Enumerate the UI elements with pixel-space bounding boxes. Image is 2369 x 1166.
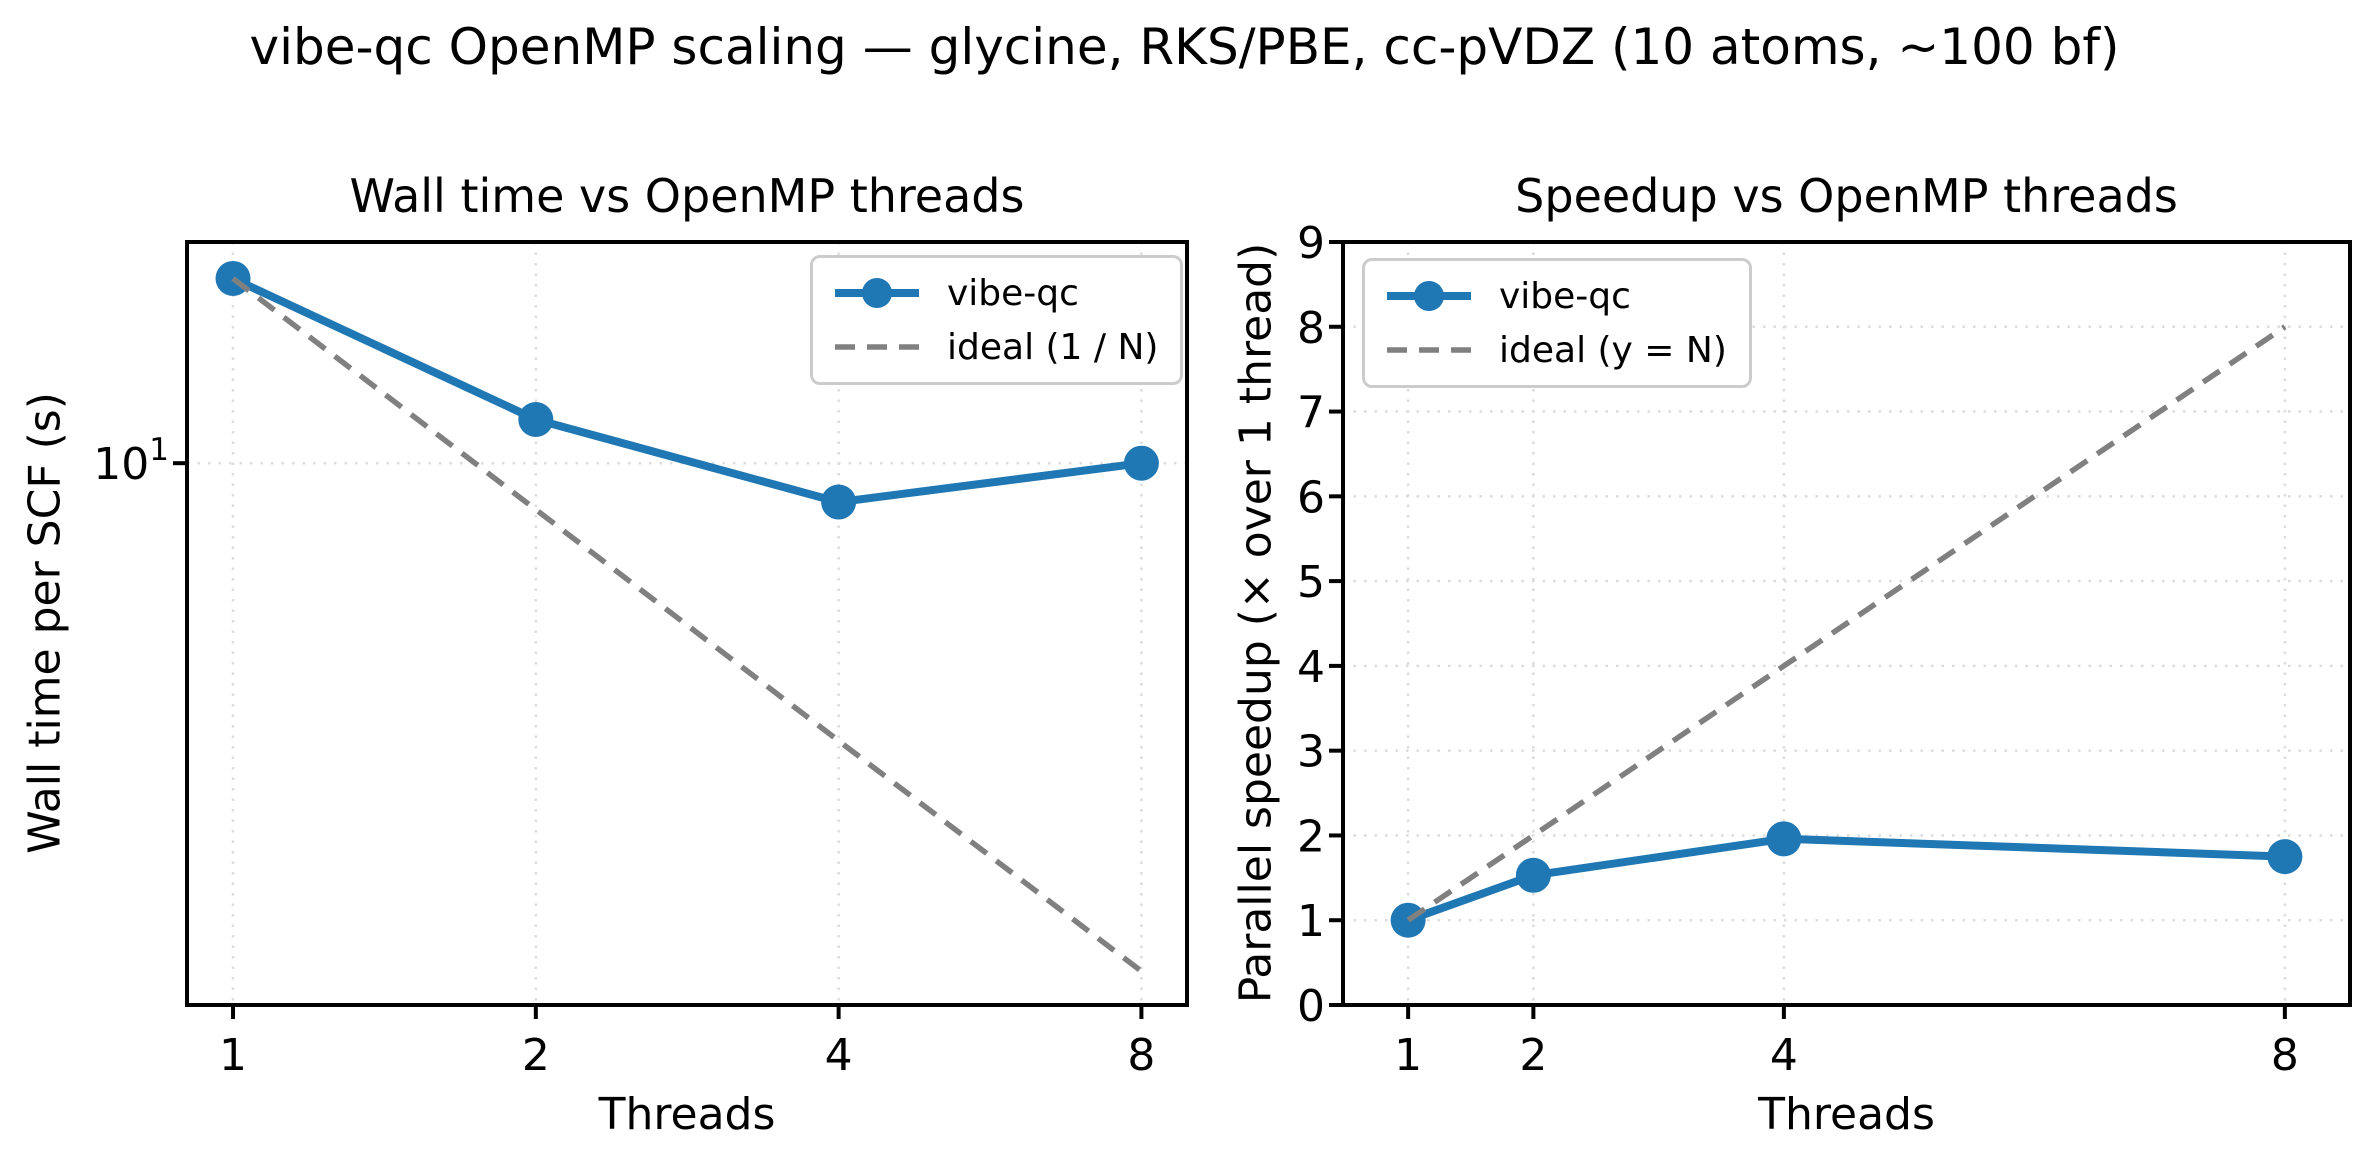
speedup-legend: vibe-qc ideal (y = N): [1362, 258, 1752, 388]
line-marker-icon: [1387, 281, 1471, 311]
x-tick-label: 4: [825, 1030, 853, 1081]
y-tick-label: 8: [1297, 303, 1325, 354]
x-tick-label: 4: [1770, 1030, 1798, 1081]
legend-item-ideal: ideal (1 / N): [831, 321, 1158, 373]
legend-label: vibe-qc: [1499, 275, 1631, 317]
speedup-chart-title: Speedup vs OpenMP threads: [1515, 169, 2178, 223]
ideal-line: [1406, 324, 2287, 923]
y-tick-label: 1: [1297, 896, 1325, 947]
legend-item-vibe-qc: vibe-qc: [1383, 270, 1727, 322]
x-tick-label: 2: [1519, 1030, 1547, 1081]
data-point-marker: [518, 401, 554, 437]
dashed-line-icon: [1387, 347, 1471, 353]
x-tick-label: 8: [2271, 1030, 2299, 1081]
series-line: [1404, 834, 2289, 925]
line-marker-icon: [835, 278, 919, 308]
data-point-marker: [1766, 821, 1802, 857]
figure-title: vibe-qc OpenMP scaling — glycine, RKS/PB…: [249, 18, 2120, 76]
x-tick-label: 2: [522, 1030, 550, 1081]
data-point-marker: [2267, 839, 2303, 875]
y-tick-label: 5: [1297, 557, 1325, 608]
walltime-yaxis-label: Wall time per SCF (s): [19, 392, 71, 854]
walltime-xaxis-label: Threads: [598, 1089, 776, 1140]
legend-label: ideal (1 / N): [947, 326, 1159, 368]
x-tick-label: 1: [219, 1030, 247, 1081]
speedup-xaxis-label: Threads: [1758, 1089, 1935, 1140]
y-tick-label: 3: [1297, 727, 1325, 778]
legend-label: ideal (y = N): [1499, 329, 1727, 371]
x-tick-label: 1: [1394, 1030, 1422, 1081]
data-point-marker: [1123, 445, 1159, 481]
speedup-yaxis-label: Parallel speedup (× over 1 thread): [1230, 242, 1282, 1004]
y-tick-label: 2: [1297, 811, 1325, 862]
y-tick-label: 9: [1297, 218, 1325, 269]
series-line: [229, 274, 1146, 507]
y-tick-label: 0: [1297, 981, 1325, 1032]
walltime-legend: vibe-qc ideal (1 / N): [810, 255, 1184, 385]
legend-item-vibe-qc: vibe-qc: [831, 267, 1158, 319]
y-tick-label: 101: [93, 432, 169, 490]
y-tick-label: 6: [1297, 472, 1325, 523]
axes-frame: [185, 240, 1189, 1007]
data-point-marker: [821, 484, 857, 520]
x-tick-label: 8: [1127, 1030, 1155, 1081]
data-point-marker: [1515, 857, 1551, 893]
legend-item-ideal: ideal (y = N): [1383, 324, 1727, 376]
walltime-chart-title: Wall time vs OpenMP threads: [349, 169, 1025, 223]
axes-frame: [1341, 240, 2352, 1007]
legend-label: vibe-qc: [947, 272, 1079, 314]
y-tick-label: 7: [1297, 388, 1325, 439]
y-tick-label: 4: [1297, 642, 1325, 693]
dashed-line-icon: [835, 344, 919, 350]
